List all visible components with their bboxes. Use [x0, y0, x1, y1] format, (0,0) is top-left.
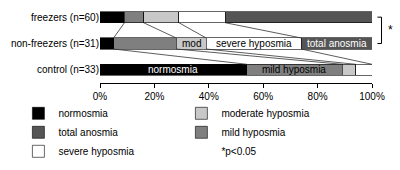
svg-text:80%: 80%: [308, 91, 328, 102]
svg-text:mild hyposmia: mild hyposmia: [221, 127, 285, 138]
svg-text:normosmia: normosmia: [148, 64, 198, 75]
svg-text:total anosmia: total anosmia: [307, 38, 367, 49]
svg-text:0%: 0%: [93, 91, 108, 102]
svg-text:total anosmia: total anosmia: [58, 127, 118, 138]
svg-text:20%: 20%: [144, 91, 164, 102]
svg-text:mild hyposmia: mild hyposmia: [262, 64, 326, 75]
svg-text:normosmia: normosmia: [58, 108, 108, 119]
svg-text:control (n=33): control (n=33): [37, 64, 99, 75]
svg-text:40%: 40%: [199, 91, 219, 102]
svg-text:non-freezers (n=31): non-freezers (n=31): [11, 38, 99, 49]
svg-text:severe hyposmia: severe hyposmia: [58, 146, 134, 157]
svg-text:freezers (n=60): freezers (n=60): [31, 12, 99, 23]
svg-text:*p<0.05: *p<0.05: [221, 146, 256, 157]
svg-text:100%: 100%: [359, 91, 385, 102]
svg-text:severe hyposmia: severe hyposmia: [216, 38, 292, 49]
svg-text:moderate hyposmia: moderate hyposmia: [221, 108, 309, 119]
svg-text:mod: mod: [182, 38, 201, 49]
svg-text:60%: 60%: [253, 91, 273, 102]
svg-text:*: *: [388, 23, 393, 37]
